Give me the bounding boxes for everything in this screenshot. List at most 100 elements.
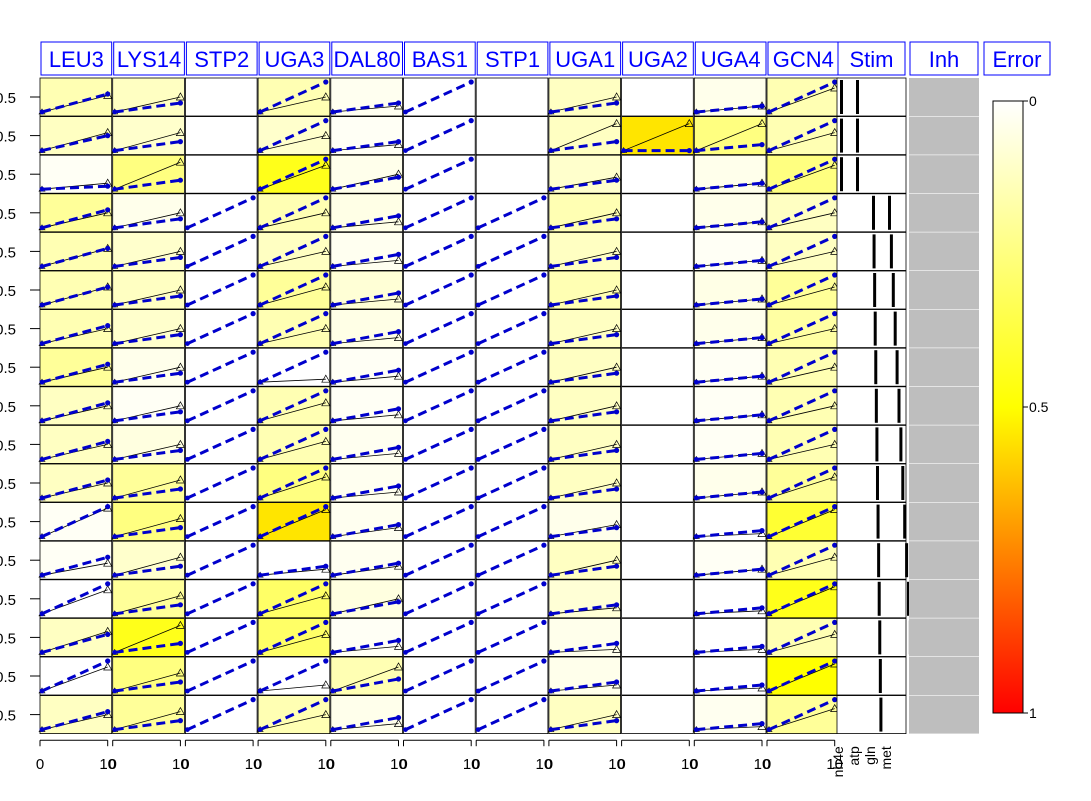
panel-uga3-row-4 (256, 193, 331, 233)
simulation-point (177, 718, 183, 724)
simulation-line (259, 196, 327, 230)
stim-cell (836, 463, 907, 503)
simulation-line (41, 659, 109, 693)
simulation-line (768, 119, 836, 152)
error-cell (475, 463, 549, 503)
simulation-point (323, 619, 329, 626)
inh-cell (909, 618, 979, 657)
inh-cell (909, 155, 979, 194)
simulation-line (186, 543, 254, 577)
simulation-line (477, 621, 545, 654)
data-line (260, 251, 326, 267)
x-tick-label: 10 (754, 756, 771, 773)
simulation-point (330, 225, 336, 231)
data-line (768, 444, 835, 460)
simulation-point (395, 174, 402, 180)
panel-stp2-row-12 (184, 502, 258, 542)
column-header-gcn4: GCN4 (767, 41, 840, 76)
panel-bas1-row-4 (403, 193, 476, 233)
data-point (393, 255, 404, 264)
simulation-point (614, 640, 620, 647)
inh-cell (909, 579, 979, 618)
simulation-point (105, 183, 111, 189)
simulation-point (257, 572, 263, 578)
panel-lys14-row-7 (111, 309, 186, 349)
simulation-line (477, 273, 545, 307)
simulation-point (257, 727, 263, 732)
data-line (259, 595, 326, 615)
data-line (260, 378, 326, 383)
data-point (175, 591, 186, 600)
simulation-point (257, 379, 263, 385)
simulation-line (114, 178, 181, 191)
simulation-point (39, 109, 45, 115)
column-header-box (185, 41, 258, 76)
error-cell (766, 579, 840, 619)
simulation-point (250, 542, 256, 548)
data-line (114, 595, 181, 615)
simulation-line (332, 175, 399, 191)
simulation-point (403, 495, 408, 501)
x-tick-label: 0 (399, 756, 407, 773)
simulation-line (114, 101, 181, 114)
simulation-line (550, 410, 617, 423)
panel-stp2-row-16 (184, 656, 258, 696)
panel-bas1-row-15 (403, 618, 476, 657)
panel-leu3-row-12 (38, 502, 113, 542)
simulation-line (114, 448, 181, 461)
panel-leu3-row-5 (38, 231, 113, 271)
inh-cell (909, 193, 979, 232)
panel-uga3-row-14 (256, 579, 331, 619)
simulation-line (186, 659, 254, 693)
panel-stp1-row-14 (475, 579, 549, 619)
data-point (757, 118, 767, 127)
simulation-point (403, 611, 408, 617)
data-point (757, 644, 767, 653)
simulation-point (759, 257, 765, 263)
stim-bar (873, 273, 877, 307)
simulation-point (395, 367, 402, 373)
simulation-point (112, 186, 118, 192)
error-cell (184, 154, 258, 194)
stim-bar (873, 311, 877, 346)
simulation-point (403, 302, 408, 308)
stim-panel-row-11 (836, 463, 907, 503)
simulation-line (696, 374, 763, 384)
simulation-point (177, 293, 183, 299)
panel-bas1-row-2 (403, 116, 476, 155)
panel-uga1-row-13 (547, 540, 622, 580)
error-cell (621, 77, 694, 117)
simulation-point (686, 148, 692, 154)
simulation-point (177, 409, 183, 415)
error-cell (330, 463, 403, 503)
stim-cell (836, 695, 907, 734)
data-point (175, 620, 186, 629)
error-cell (475, 579, 549, 619)
panel-bas1-row-5 (403, 231, 476, 271)
inh-cell (909, 116, 979, 155)
simulation-point (832, 156, 838, 162)
data-line (114, 366, 181, 383)
data-point (757, 528, 767, 537)
error-cell (257, 656, 331, 696)
stim-cell (836, 270, 907, 310)
error-cell (112, 154, 185, 194)
panel-uga2-row-15 (621, 618, 694, 657)
x-tick-label: 10 (826, 756, 843, 773)
error-cell (621, 386, 694, 426)
simulation-line (186, 350, 254, 384)
column-header-box (909, 41, 979, 76)
simulation-point (395, 213, 402, 219)
data-point (321, 374, 331, 383)
data-line (114, 625, 181, 653)
data-line (332, 646, 399, 653)
panel-stp2-row-9 (184, 386, 258, 426)
simulation-point (759, 335, 765, 341)
stim-cell (836, 231, 907, 271)
simulation-line (114, 487, 181, 500)
simulation-point (177, 100, 183, 106)
simulation-line (186, 428, 254, 461)
panel-stp2-row-7 (184, 309, 258, 349)
simulation-point (468, 118, 474, 124)
stim-cell (836, 579, 907, 619)
